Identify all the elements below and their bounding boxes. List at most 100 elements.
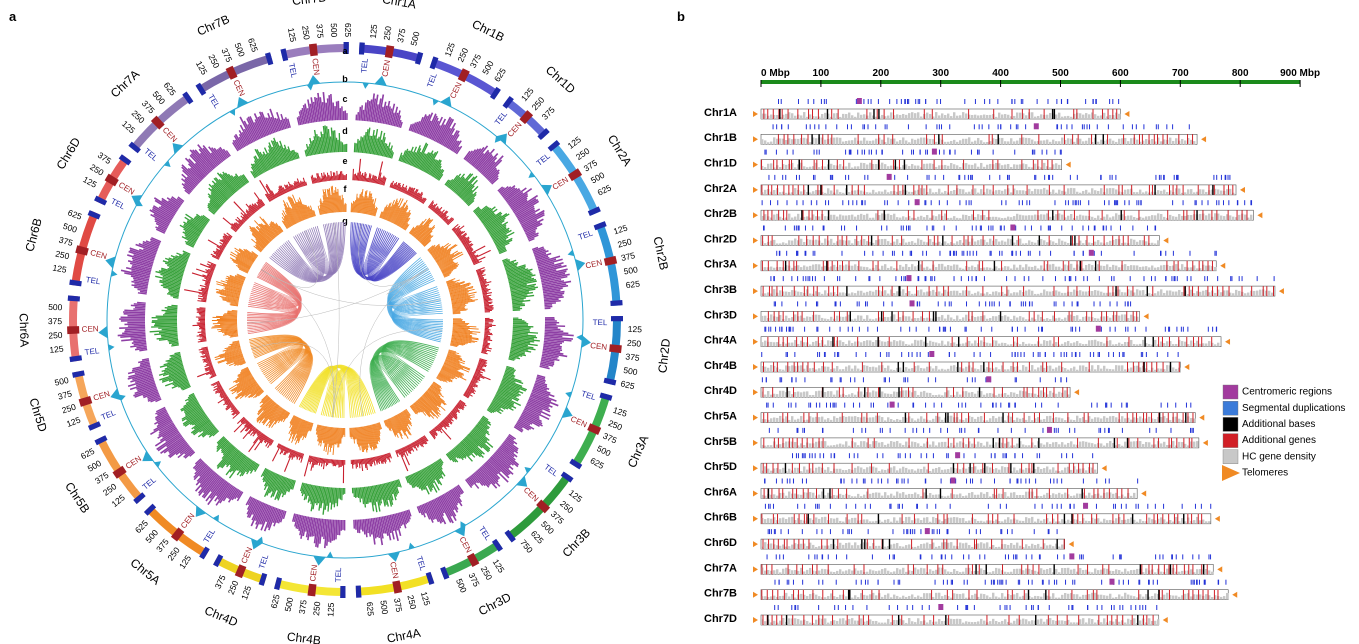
- track-c-bar: [515, 423, 523, 429]
- gene-density-bar: [1133, 217, 1136, 221]
- track-e-bar: [342, 459, 345, 484]
- segmental-duplication-mark: [1008, 174, 1010, 180]
- track-f-bar: [421, 234, 432, 245]
- additional-gene-mark: [1211, 210, 1213, 221]
- gene-density-bar: [881, 139, 884, 145]
- track-e-bar: [439, 212, 444, 218]
- gene-density-bar: [872, 217, 875, 221]
- track-e-bar: [462, 239, 470, 245]
- track-d-bar: [454, 173, 472, 194]
- segmental-duplication-mark: [997, 99, 999, 104]
- track-d-bar: [503, 373, 515, 379]
- track-e-bar: [472, 376, 481, 382]
- track-d-bar: [351, 487, 354, 494]
- additional-gene-mark: [1182, 184, 1184, 195]
- track-f-bar: [435, 249, 452, 262]
- track-c-bar: [539, 269, 557, 275]
- track-f-bar: [437, 374, 451, 383]
- track-d-bar: [300, 482, 305, 494]
- track-e-bar: [350, 459, 352, 465]
- additional-gene-mark: [883, 134, 885, 145]
- additional-gene-mark: [941, 134, 943, 145]
- gene-density-bar: [893, 241, 896, 246]
- gene-density-bar: [995, 238, 998, 246]
- segmental-duplication-mark: [820, 99, 822, 104]
- gene-density-bar: [977, 214, 980, 221]
- gene-density-bar: [1055, 242, 1058, 246]
- track-f-bar: [388, 202, 399, 222]
- track-f-bar: [317, 425, 321, 438]
- gene-density-bar: [959, 239, 962, 246]
- chromosome-label: Chr1D: [704, 158, 737, 170]
- segmental-duplication-mark: [872, 250, 874, 256]
- segmental-duplication-mark: [975, 225, 977, 231]
- gene-density-bar: [1100, 188, 1103, 195]
- track-d-bar: [485, 213, 508, 229]
- segmental-duplication-mark: [1000, 225, 1002, 231]
- track-d-bar: [506, 268, 529, 276]
- track-c-bar: [478, 468, 498, 489]
- gene-density-bar: [1040, 140, 1043, 145]
- gene-density-bar: [815, 264, 818, 271]
- gene-density-bar: [1010, 268, 1013, 271]
- tick-label: 500: [54, 375, 70, 388]
- additional-gene-mark: [821, 184, 823, 195]
- gene-density-bar: [899, 217, 902, 221]
- gene-density-bar: [764, 267, 767, 271]
- track-c-bar: [315, 518, 321, 547]
- track-e-bar: [454, 225, 465, 234]
- gene-density-bar: [1070, 116, 1073, 119]
- track-c-bar: [312, 517, 318, 537]
- segmental-duplication-mark: [875, 149, 877, 155]
- track-f-bar: [376, 423, 381, 434]
- track-d-bar: [363, 131, 367, 154]
- track-f-bar: [344, 427, 346, 437]
- track-c-bar: [490, 455, 511, 475]
- additional-gene-mark: [1063, 184, 1065, 195]
- additional-gene-mark: [763, 210, 765, 221]
- track-c-bar: [474, 471, 490, 488]
- segmental-duplication-mark: [772, 124, 774, 130]
- track-c-bar: [544, 332, 574, 337]
- additional-gene-mark: [831, 134, 833, 145]
- gene-density-bar: [851, 115, 854, 119]
- track-d-bar: [361, 487, 365, 505]
- segmental-duplication-mark: [900, 99, 902, 104]
- track-e-bar: [376, 161, 384, 184]
- track-f-bar: [412, 403, 420, 413]
- gene-density-bar: [941, 263, 944, 271]
- track-d-bar: [511, 337, 540, 342]
- track-c-bar: [323, 519, 327, 540]
- track-f-bar: [392, 207, 401, 224]
- track-f-bar: [415, 401, 431, 418]
- track-e-bar: [483, 297, 490, 300]
- track-d-bar: [344, 487, 346, 494]
- track-e-bar: [198, 318, 206, 320]
- track-d-bar: [408, 474, 416, 488]
- track-d-bar: [310, 485, 317, 512]
- track-d-bar: [286, 479, 293, 492]
- segmental-duplication-mark: [989, 250, 991, 256]
- track-c-bar: [539, 365, 550, 370]
- track-c-bar: [359, 519, 362, 530]
- track-f-bar: [332, 427, 335, 446]
- track-e-bar: [465, 390, 471, 395]
- segmental-duplication-mark: [1163, 174, 1165, 180]
- track-d-bar: [512, 304, 526, 307]
- segmental-duplication-mark: [974, 99, 976, 104]
- tick-label: 250: [48, 330, 63, 341]
- track-f-bar: [417, 399, 431, 413]
- segmental-duplication-mark: [958, 174, 960, 180]
- track-f-bar: [447, 351, 462, 357]
- segmental-duplication-mark: [997, 124, 999, 130]
- track-f-bar: [365, 191, 371, 215]
- track-c-bar: [488, 171, 500, 183]
- telomere-triangle: [753, 161, 758, 168]
- track-e-bar: [468, 245, 486, 256]
- segmental-duplication-mark: [852, 200, 854, 206]
- track-f-bar: [373, 424, 379, 442]
- gene-density-bar: [1043, 214, 1046, 221]
- track-e-bar: [345, 173, 347, 181]
- gene-density-bar: [980, 268, 983, 271]
- track-f-bar: [451, 337, 475, 343]
